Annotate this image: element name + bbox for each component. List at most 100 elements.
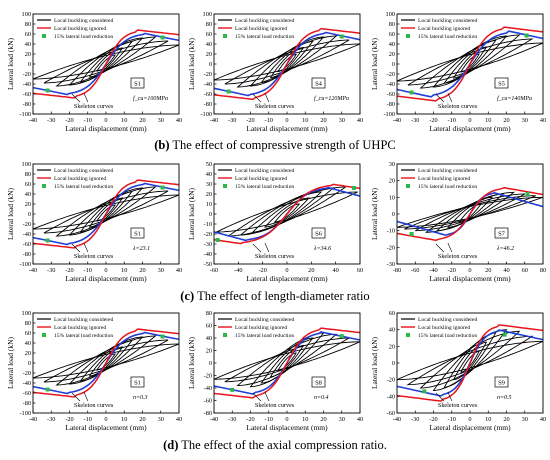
skeleton-arrow [435, 392, 445, 402]
y-tick-label: 100 [386, 11, 395, 18]
legend-ignored-label: Local buckling ignored [235, 176, 287, 182]
x-tick-label: 80 [540, 267, 546, 274]
skeleton-annotation: Skeleton curves [74, 253, 114, 260]
hysteresis-loop [216, 191, 358, 233]
hysteresis-loop [397, 340, 543, 381]
hysteresis-loop [432, 329, 508, 392]
hysteresis-loop [236, 35, 338, 88]
y-tick-label: -20 [387, 244, 395, 251]
y-tick-label: 60 [25, 181, 31, 188]
y-axis-label: Lateral load (kN) [187, 336, 196, 389]
y-tick-label: 20 [25, 201, 31, 208]
x-tick-label: 60 [357, 267, 363, 274]
x-tick-label: 30 [522, 416, 528, 423]
caption-d-letter: (d) [163, 438, 179, 452]
x-tick-label: 0 [468, 117, 471, 124]
y-tick-label: 80 [25, 171, 31, 178]
x-tick-label: 40 [176, 117, 182, 124]
specimen-box [311, 77, 326, 89]
x-tick-label: 60 [522, 267, 528, 274]
plot-area [397, 324, 543, 402]
legend-reduction-label: 15% lateral load reduction [235, 184, 294, 190]
x-tick-label: 0 [104, 267, 107, 274]
caption-c-text: The effect of length-diameter ratio [197, 289, 370, 303]
legend-reduction-label: 15% lateral load reduction [235, 34, 294, 40]
x-axis-label: Lateral displacement (mm) [65, 274, 147, 283]
y-tick-label: 0 [392, 61, 395, 68]
x-tick-label: 0 [285, 117, 288, 124]
plot-area [397, 186, 543, 242]
reduction-point [422, 389, 427, 394]
y-tick-label: -20 [387, 71, 395, 78]
x-tick-label: 30 [339, 117, 345, 124]
skeleton-arrow [71, 392, 81, 402]
x-tick-label: 40 [540, 416, 546, 423]
specimen-label: S1 [134, 380, 141, 387]
y-tick-label: -20 [204, 71, 212, 78]
legend-reduction-swatch [406, 184, 410, 188]
x-tick-label: -30 [228, 416, 236, 423]
y-tick-label: -40 [204, 251, 212, 258]
x-tick-label: 20 [485, 267, 491, 274]
y-tick-label: 0 [28, 61, 31, 68]
caption-c-letter: (c) [180, 289, 195, 303]
plot-area [33, 179, 179, 249]
hysteresis-loop [33, 343, 179, 379]
y-tick-label: 20 [389, 343, 395, 350]
x-tick-label: 10 [121, 117, 127, 124]
ignored-curve [397, 186, 543, 242]
hysteresis-loop [236, 333, 338, 387]
y-tick-label: -80 [23, 400, 31, 407]
y-tick-label: 30 [206, 181, 212, 188]
x-tick-label: -40 [29, 267, 37, 274]
y-tick-label: 40 [25, 41, 31, 48]
y-tick-label: -60 [204, 91, 212, 98]
legend-reduction-label: 15% lateral load reduction [54, 333, 113, 339]
hysteresis-loop [43, 190, 169, 234]
specimen-label: S8 [315, 380, 322, 387]
x-tick-label: -10 [84, 416, 92, 423]
y-tick-label: -40 [387, 81, 395, 88]
legend-considered-label: Local buckling considered [418, 317, 478, 323]
y-tick-label: 20 [25, 350, 31, 357]
x-tick-label: -10 [84, 267, 92, 274]
y-tick-label: 0 [392, 360, 395, 367]
reduction-point [215, 238, 220, 242]
specimen-label: S1 [134, 231, 141, 238]
ignored-curve [214, 27, 360, 101]
plot-area [214, 183, 360, 245]
x-tick-label: 30 [158, 416, 164, 423]
specimen-box [130, 376, 145, 388]
hysteresis-loop [68, 336, 144, 385]
skeleton-arrow [435, 243, 445, 253]
parameter-label: f_cu=100MPa [133, 95, 168, 102]
ignored-curve [33, 328, 179, 398]
reduction-point [409, 90, 414, 95]
y-tick-label: -20 [23, 71, 31, 78]
hysteresis-loop [55, 186, 157, 237]
y-tick-label: 0 [28, 360, 31, 367]
y-tick-label: -80 [23, 101, 31, 108]
legend-ignored-label: Local buckling ignored [54, 26, 106, 32]
x-tick-label: -10 [265, 117, 273, 124]
y-tick-label: 60 [25, 31, 31, 38]
legend-reduction-label: 15% lateral load reduction [418, 34, 477, 40]
x-tick-label: 10 [485, 117, 491, 124]
skeleton-arrow [264, 92, 270, 103]
skeleton-annotation: Skeleton curves [438, 103, 478, 110]
skeleton-arrow [264, 391, 270, 402]
reduction-point [160, 35, 165, 40]
ignored-curve [33, 29, 179, 99]
x-tick-label: 20 [139, 117, 145, 124]
x-tick-label: 10 [302, 117, 308, 124]
hysteresis-loop [43, 40, 169, 84]
y-tick-label: -60 [23, 241, 31, 248]
specimen-box [494, 77, 509, 89]
y-tick-label: 40 [25, 191, 31, 198]
hysteresis-loop [406, 335, 534, 386]
plot-area [33, 328, 179, 398]
x-tick-label: 0 [285, 267, 288, 274]
y-axis-label: Lateral load (kN) [370, 187, 379, 240]
x-axis-label: Lateral displacement (mm) [246, 274, 328, 283]
